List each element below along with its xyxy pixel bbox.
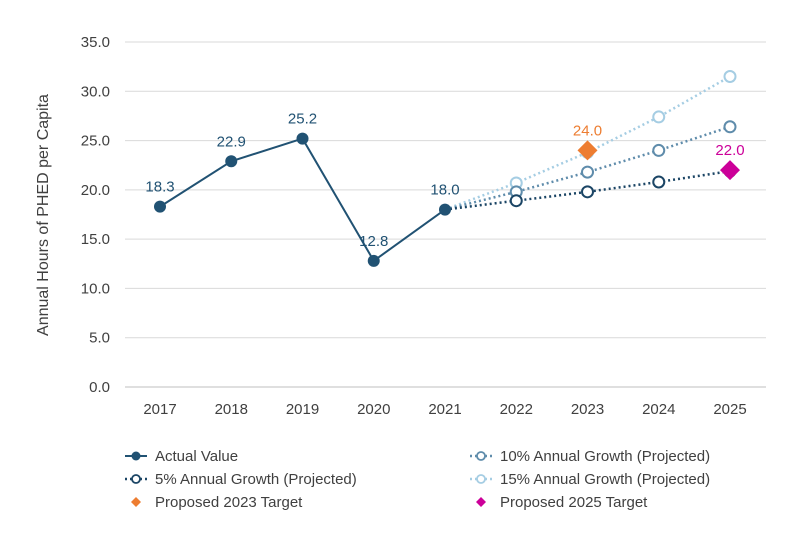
- legend-label: 15% Annual Growth (Projected): [500, 471, 710, 488]
- point-marker: [225, 155, 238, 168]
- legend-label: Proposed 2025 Target: [500, 494, 648, 511]
- series-layer: 18.3 22.9 25.2 12.8 18.0 24.0 22.0: [145, 70, 745, 267]
- legend-item: Proposed 2023 Target: [131, 494, 303, 511]
- point-marker: [652, 143, 666, 157]
- point-marker: [720, 160, 740, 181]
- point-marker: [296, 132, 309, 145]
- legend-item: Proposed 2025 Target: [476, 494, 648, 511]
- y-tick-label: 15.0: [81, 231, 110, 248]
- series-line: [159, 137, 446, 263]
- series-actual-value: 18.3 22.9 25.2 12.8 18.0: [145, 111, 460, 267]
- legend-marker: [476, 451, 486, 461]
- data-label: 12.8: [359, 233, 388, 250]
- y-tick-label: 35.0: [81, 34, 110, 51]
- x-tick-label: 2017: [143, 401, 176, 418]
- legend-item: 15% Annual Growth (Projected): [470, 471, 710, 488]
- legend-label: Actual Value: [155, 448, 238, 465]
- legend-item: 5% Annual Growth (Projected): [125, 471, 357, 488]
- point-marker: [154, 200, 166, 213]
- point-marker: [509, 194, 523, 208]
- legend-marker: [131, 451, 141, 461]
- data-label: 25.2: [288, 111, 317, 128]
- point-marker: [577, 140, 598, 161]
- point-marker: [581, 165, 594, 179]
- data-label: 22.9: [217, 133, 246, 150]
- legend-label: Proposed 2023 Target: [155, 494, 303, 511]
- point-marker: [652, 175, 666, 189]
- x-tick-label: 2023: [571, 401, 604, 418]
- x-tick-label: 2024: [642, 401, 675, 418]
- y-tick-label: 20.0: [81, 182, 110, 199]
- data-label: 18.0: [430, 182, 459, 199]
- y-tick-label: 30.0: [81, 83, 110, 100]
- data-label: 24.0: [573, 122, 602, 139]
- x-tick-label: 2025: [713, 401, 746, 418]
- y-axis-label: Annual Hours of PHED per Capita: [35, 94, 52, 336]
- x-axis-ticks: 2017 2018 2019 2020 2021 2022 2023 2024 2025: [143, 401, 746, 418]
- legend-marker: [476, 474, 486, 484]
- y-axis-ticks: 0.0 5.0 10.0 15.0 20.0 25.0 30.0 35.0: [81, 34, 110, 396]
- point-marker: [723, 70, 737, 83]
- legend-label: 10% Annual Growth (Projected): [500, 448, 710, 465]
- point-marker: [367, 254, 380, 267]
- point-marker: [439, 203, 451, 216]
- gridlines: [125, 41, 766, 388]
- y-tick-label: 0.0: [89, 379, 110, 396]
- x-tick-label: 2018: [215, 401, 248, 418]
- y-tick-label: 5.0: [89, 330, 110, 347]
- legend-item: 10% Annual Growth (Projected): [470, 448, 710, 465]
- data-label: 18.3: [145, 179, 174, 196]
- point-marker: [723, 120, 737, 134]
- legend-item: Actual Value: [125, 448, 238, 465]
- point-marker: [581, 185, 594, 199]
- legend-marker: [131, 497, 141, 507]
- point-marker: [652, 110, 666, 124]
- series-proposed-2023-target: 24.0: [573, 122, 602, 161]
- x-tick-label: 2020: [357, 401, 390, 418]
- y-tick-label: 25.0: [81, 133, 110, 150]
- x-tick-label: 2022: [500, 401, 533, 418]
- data-label: 22.0: [715, 142, 744, 159]
- legend-marker: [131, 474, 141, 484]
- series-line: [444, 125, 731, 211]
- series-line: [444, 75, 731, 211]
- legend: Actual Value 10% Annual Growth (Projected…: [125, 448, 710, 511]
- x-tick-label: 2019: [286, 401, 319, 418]
- legend-label: 5% Annual Growth (Projected): [155, 471, 357, 488]
- x-tick-label: 2021: [428, 401, 461, 418]
- legend-marker: [476, 497, 486, 507]
- series-10-annual-growth-projected-: [444, 120, 737, 211]
- series-proposed-2025-target: 22.0: [715, 142, 745, 181]
- y-tick-label: 10.0: [81, 280, 110, 297]
